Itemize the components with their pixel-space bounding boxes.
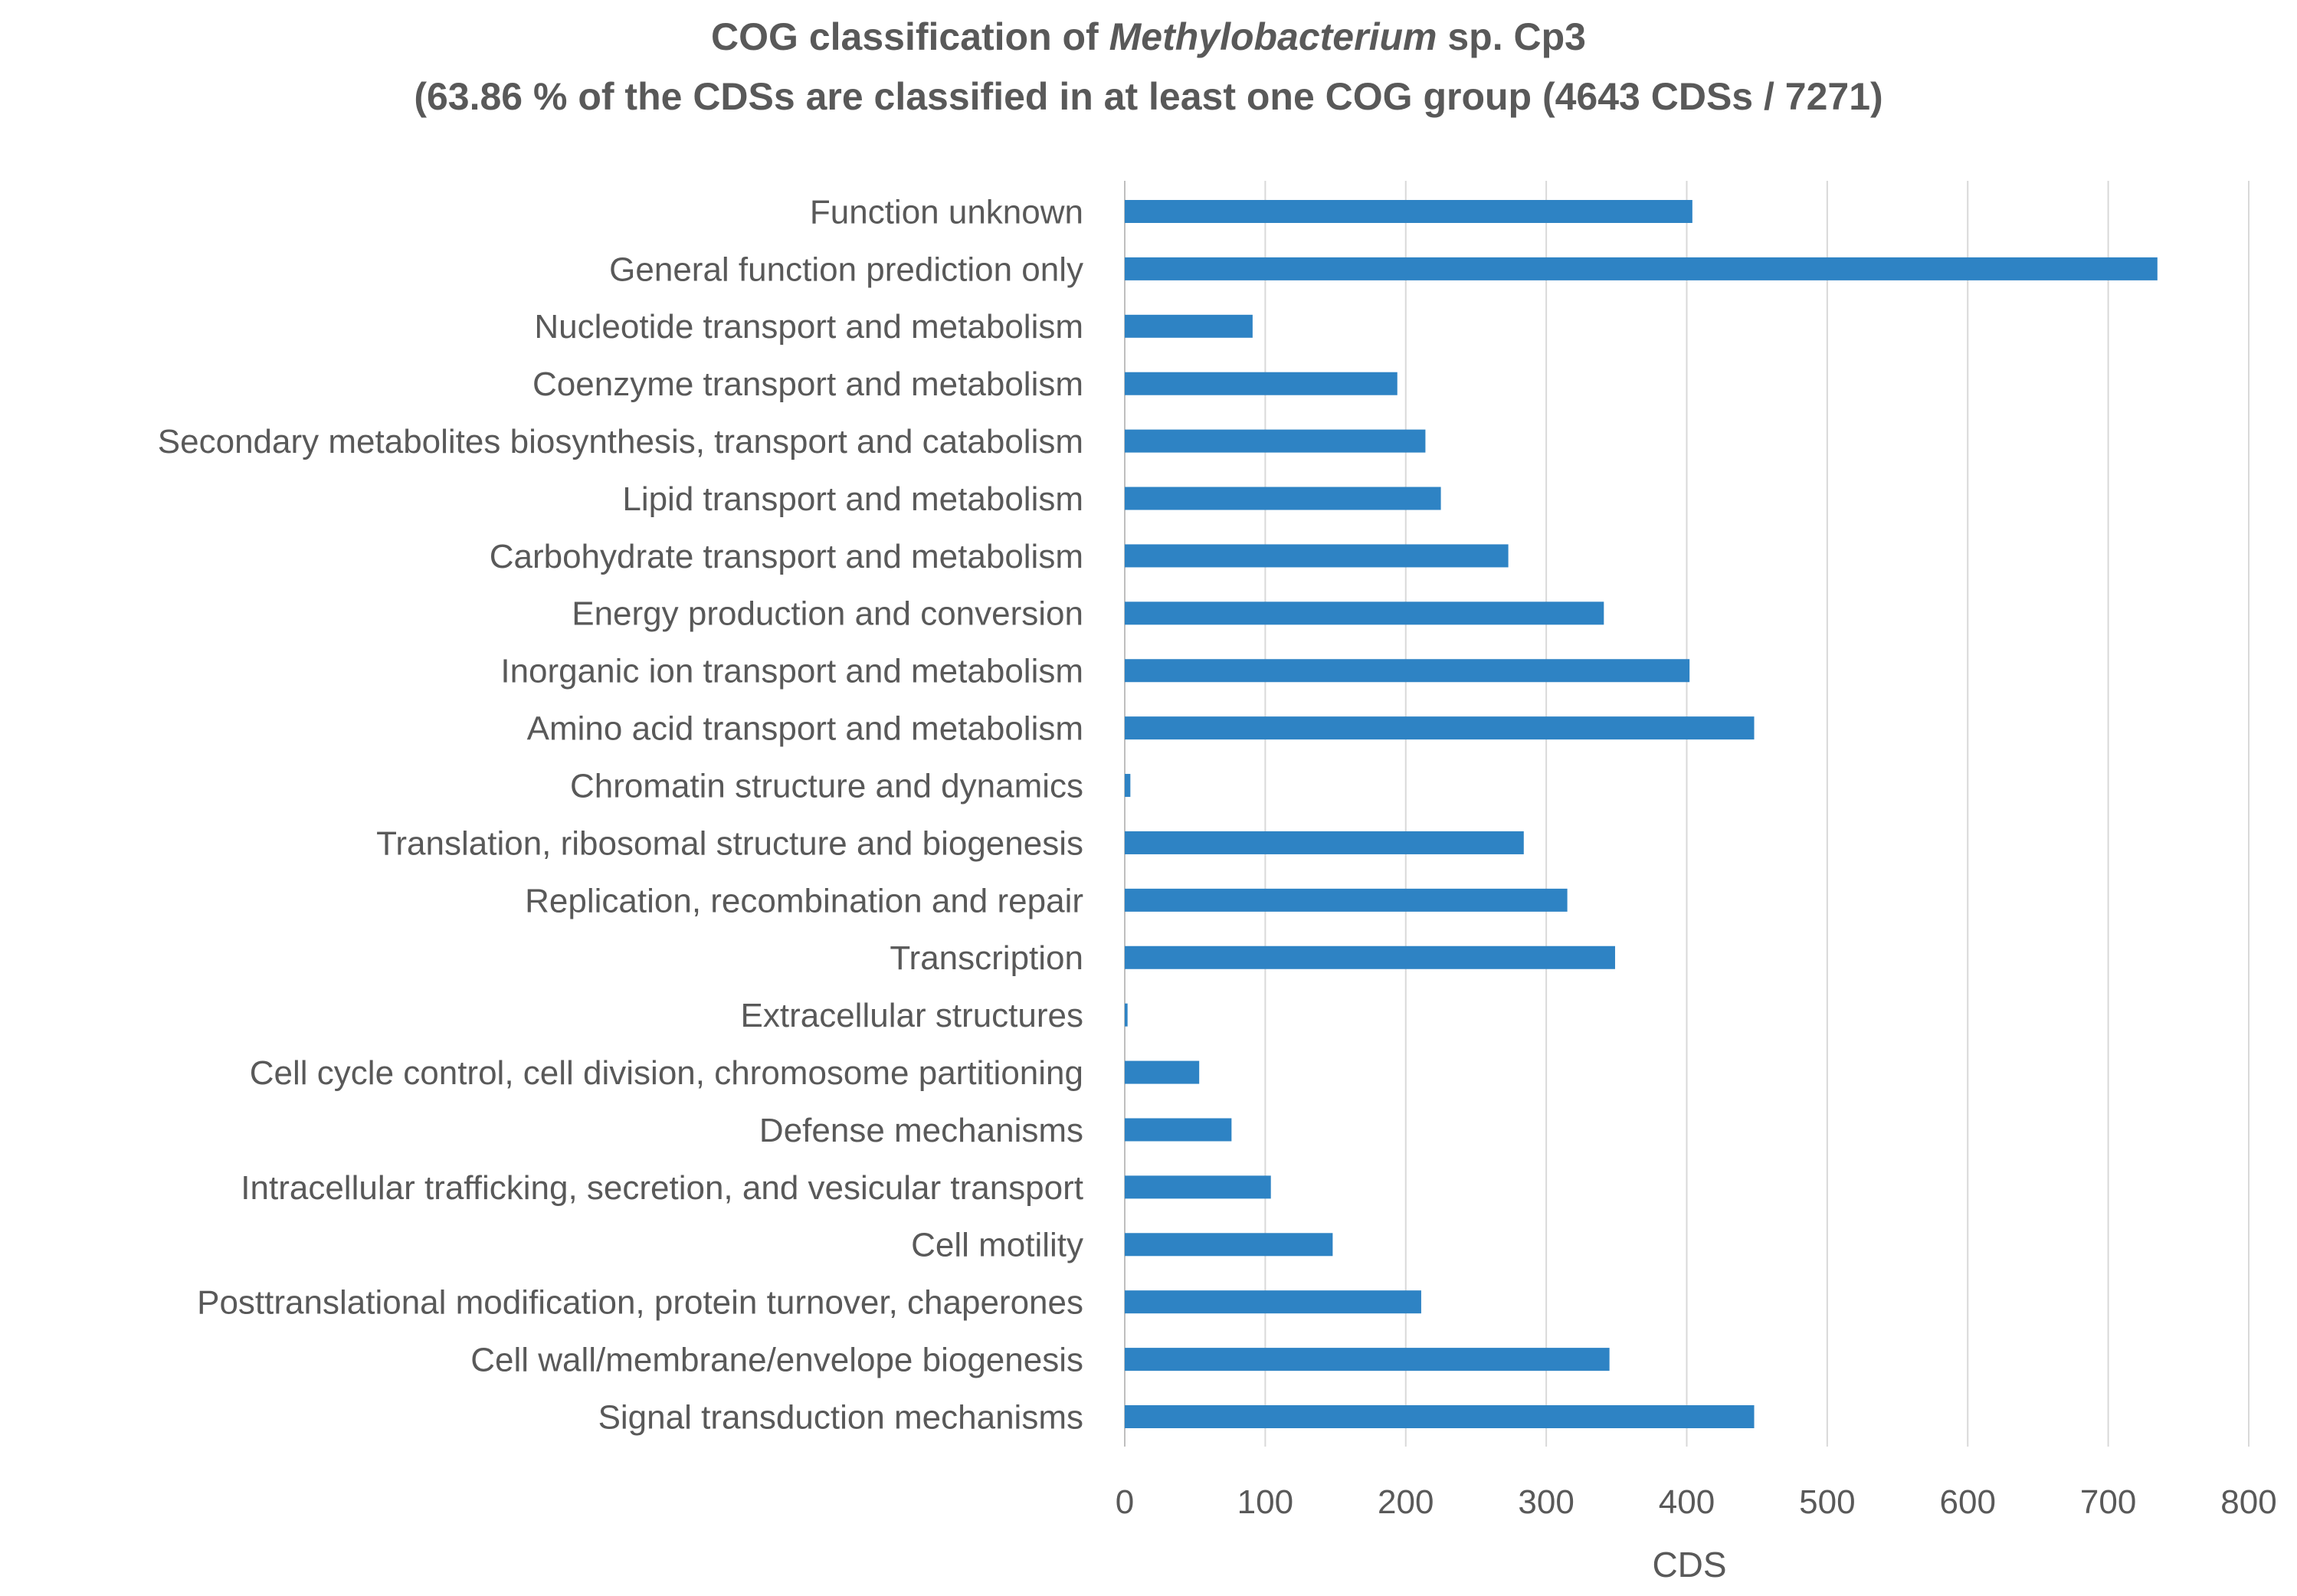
chart-title: COG classification of Methylobacterium s… <box>414 15 1882 118</box>
bar-function-unknown <box>1125 200 1692 223</box>
x-tick-label-0: 0 <box>1116 1483 1134 1521</box>
category-label: Extracellular structures <box>741 997 1083 1034</box>
bar-inorganic-ion-transport-and-metabolism <box>1125 659 1690 683</box>
bar-signal-transduction-mechanisms <box>1125 1405 1755 1428</box>
title-suffix: sp. Cp3 <box>1437 15 1585 58</box>
bar-cell-motility <box>1125 1233 1333 1257</box>
category-label: Secondary metabolites biosynthesis, tran… <box>158 423 1083 460</box>
bar-secondary-metabolites-biosynthesis-transport-and-catabolism <box>1125 429 1426 453</box>
title-prefix: COG classification of <box>711 15 1109 58</box>
bar-extracellular-structures <box>1125 1003 1128 1027</box>
category-label: Lipid transport and metabolism <box>622 480 1083 518</box>
x-tick-label-100: 100 <box>1237 1483 1293 1521</box>
x-tick-label-700: 700 <box>2080 1483 2136 1521</box>
category-label: Signal transduction mechanisms <box>598 1398 1083 1436</box>
bar-coenzyme-transport-and-metabolism <box>1125 372 1398 395</box>
x-tick-labels: 0 100 200 300 400 500 600 700 800 <box>1116 1483 2277 1521</box>
category-label: Coenzyme transport and metabolism <box>532 365 1083 403</box>
category-label: Transcription <box>890 939 1083 977</box>
category-label: Energy production and conversion <box>572 595 1083 633</box>
bar-cell-cycle-control-cell-division-chromosome-partitioning <box>1125 1060 1200 1084</box>
category-label: Inorganic ion transport and metabolism <box>500 653 1083 690</box>
category-label: Defense mechanisms <box>759 1112 1083 1149</box>
bar-transcription <box>1125 945 1615 969</box>
x-tick-label-400: 400 <box>1659 1483 1715 1521</box>
category-label: Nucleotide transport and metabolism <box>534 308 1083 346</box>
category-label: Posttranslational modification, protein … <box>197 1284 1083 1322</box>
category-label: Chromatin structure and dynamics <box>570 767 1083 805</box>
title-italic-genus: Methylobacterium <box>1109 15 1437 58</box>
category-label: Translation, ribosomal structure and bio… <box>376 824 1083 862</box>
category-label: General function prediction only <box>609 251 1083 288</box>
category-label: Cell motility <box>911 1227 1083 1264</box>
x-axis-title: CDS <box>1652 1545 1726 1585</box>
category-label: Cell cycle control, cell division, chrom… <box>250 1054 1083 1092</box>
bar-carbohydrate-transport-and-metabolism <box>1125 544 1509 568</box>
bars <box>1125 200 2158 1428</box>
x-tick-label-600: 600 <box>1940 1483 1996 1521</box>
category-label: Intracellular trafficking, secretion, an… <box>241 1169 1083 1207</box>
x-tick-label-500: 500 <box>1799 1483 1855 1521</box>
bar-energy-production-and-conversion <box>1125 601 1604 625</box>
bar-lipid-transport-and-metabolism <box>1125 487 1441 510</box>
category-labels: Function unknown General function predict… <box>158 193 1083 1436</box>
chart-title-line2: (63.86 % of the CDSs are classified in a… <box>414 75 1882 118</box>
gridlines <box>1124 181 2249 1447</box>
bar-translation-ribosomal-structure-and-biogenesis <box>1125 831 1524 854</box>
bar-posttranslational-modification-protein-turnover-chaperones <box>1125 1290 1421 1314</box>
bar-replication-recombination-and-repair <box>1125 888 1568 912</box>
bar-chromatin-structure-and-dynamics <box>1125 774 1131 798</box>
category-label: Function unknown <box>810 193 1083 231</box>
category-label: Replication, recombination and repair <box>525 882 1083 919</box>
bar-general-function-prediction-only <box>1125 257 2158 280</box>
x-tick-label-300: 300 <box>1518 1483 1574 1521</box>
bar-defense-mechanisms <box>1125 1118 1232 1142</box>
chart-title-line1: COG classification of Methylobacterium s… <box>711 15 1586 58</box>
bar-intracellular-trafficking-secretion-and-vesicular-transport <box>1125 1175 1271 1199</box>
bar-cell-wall-membrane-envelope-biogenesis <box>1125 1348 1610 1372</box>
category-label: Amino acid transport and metabolism <box>527 710 1083 748</box>
bar-amino-acid-transport-and-metabolism <box>1125 716 1755 740</box>
bar-nucleotide-transport-and-metabolism <box>1125 314 1253 338</box>
x-tick-label-200: 200 <box>1378 1483 1434 1521</box>
category-label: Carbohydrate transport and metabolism <box>490 538 1083 575</box>
x-tick-label-800: 800 <box>2220 1483 2276 1521</box>
category-label: Cell wall/membrane/envelope biogenesis <box>470 1341 1083 1378</box>
